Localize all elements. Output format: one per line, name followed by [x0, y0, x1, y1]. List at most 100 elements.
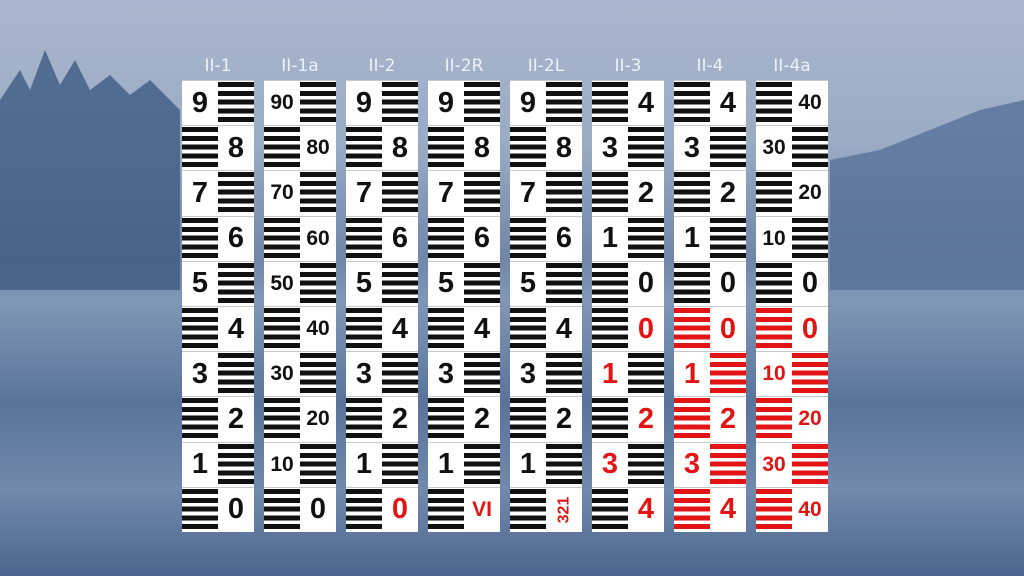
rod-label: II-1a — [281, 56, 319, 76]
rod-number-text: 0 — [227, 493, 245, 526]
rod-number: 3 — [428, 352, 464, 396]
rod-number-text: 4 — [555, 312, 573, 345]
rod-cell: 2 — [182, 396, 254, 442]
rod-number: 1 — [510, 443, 546, 487]
rod-number: 10 — [264, 443, 300, 487]
rod-cell: 2 — [674, 170, 746, 216]
rod-number: 0 — [300, 488, 336, 532]
rod-cell: 40 — [756, 80, 828, 125]
rod-cell: 1 — [674, 351, 746, 397]
rod-cell: 70 — [264, 170, 336, 216]
rod-bars — [218, 82, 254, 125]
rod-number-text: 2 — [637, 176, 655, 209]
rod-number-text: 10 — [762, 226, 786, 250]
rod-number-text: 5 — [437, 267, 455, 300]
rod-cell: 6 — [346, 215, 418, 261]
rod-cell: 1 — [592, 215, 664, 261]
rod-bars — [510, 308, 546, 351]
rod-number: 0 — [710, 262, 746, 306]
rod-number: 7 — [346, 171, 382, 215]
rod-number-text: 3 — [437, 357, 455, 390]
rod-number-text: 2 — [719, 402, 737, 435]
rod-bars — [464, 262, 500, 306]
rod-cell: 2 — [510, 396, 582, 442]
rod-bars — [792, 443, 828, 487]
rod-number: 10 — [756, 217, 792, 261]
rod-cell: 2 — [428, 396, 500, 442]
rod-number: 30 — [264, 352, 300, 396]
rod-cell: 4 — [510, 306, 582, 351]
rod-cell: 4 — [592, 486, 664, 532]
rod-number: 5 — [346, 262, 382, 306]
rod-number-text: 2 — [555, 402, 573, 435]
rod-bars — [756, 82, 792, 125]
rod-bars — [346, 217, 382, 261]
rod-bars — [792, 353, 828, 397]
rod-bars — [792, 127, 828, 171]
rod-number: 1 — [346, 443, 382, 487]
rod-number-text: 5 — [519, 267, 537, 300]
rod-number: 2 — [710, 171, 746, 215]
rod-bars — [464, 82, 500, 125]
rod-bars — [674, 398, 710, 442]
rod-cell: 0 — [756, 260, 828, 306]
rod-bars — [428, 217, 464, 261]
rod-number: 60 — [300, 217, 336, 261]
rod-number: 90 — [264, 81, 300, 125]
rod-bars — [300, 353, 336, 397]
rod-cell: 9 — [428, 80, 500, 125]
rod-bars — [674, 82, 710, 125]
rod-number: 70 — [264, 171, 300, 215]
rod-number-text: 3 — [601, 131, 619, 164]
rod-label: II-4a — [773, 56, 811, 76]
rod-cell: 3 — [592, 125, 664, 171]
rod-bars — [346, 398, 382, 442]
rod-number: 4 — [218, 307, 254, 351]
rod-cell: 4 — [182, 306, 254, 351]
rod-number: 6 — [382, 217, 418, 261]
rod-number: 2 — [218, 397, 254, 441]
rod-number-text: 90 — [270, 91, 294, 114]
rod-number-text: VI — [472, 497, 492, 521]
rod-bars — [674, 262, 710, 306]
rod-bars — [792, 217, 828, 261]
rod-number: 9 — [428, 81, 464, 125]
rod-cell: 9 — [182, 80, 254, 125]
rod-cell: 7 — [346, 170, 418, 216]
rod-number-text: 50 — [270, 271, 294, 295]
rod-bars — [300, 262, 336, 306]
rod-bars — [628, 127, 664, 171]
rod-cell: 1 — [428, 441, 500, 487]
rod-bars — [464, 353, 500, 397]
rod-cell: 0 — [674, 260, 746, 306]
rod-bars — [428, 127, 464, 171]
rod-number-text: 1 — [355, 448, 373, 481]
rod-cell: 1 — [592, 351, 664, 397]
rod-bars — [592, 262, 628, 306]
rod-cell: 1 — [674, 215, 746, 261]
rod-cell: 2 — [592, 170, 664, 216]
rod-number: 0 — [628, 262, 664, 306]
rod-number-text: 7 — [437, 176, 455, 209]
rod-number: 20 — [792, 397, 828, 441]
rod-number-text: 60 — [306, 226, 330, 250]
rod-number-text: 7 — [355, 176, 373, 209]
rod-cell: 5 — [510, 260, 582, 306]
rod-number: 4 — [710, 488, 746, 532]
rod-bars — [382, 172, 418, 216]
rod-number-text: 20 — [798, 407, 822, 431]
rod-number: 9 — [510, 81, 546, 125]
rod-number-text: 6 — [391, 222, 409, 255]
rod-bars — [628, 353, 664, 397]
rod-number-text: 1 — [601, 357, 619, 390]
rod-bars — [546, 353, 582, 397]
rod-bars — [218, 443, 254, 487]
rod-cell: 4 — [674, 80, 746, 125]
rod-number-text: 2 — [473, 402, 491, 435]
rod-number: 2 — [382, 397, 418, 441]
rod-cell: 321 — [510, 486, 582, 532]
rod-number: 9 — [346, 81, 382, 125]
rod-number-text: 9 — [519, 86, 537, 119]
rod-number: 6 — [218, 217, 254, 261]
rod-number-text: 4 — [719, 493, 737, 526]
